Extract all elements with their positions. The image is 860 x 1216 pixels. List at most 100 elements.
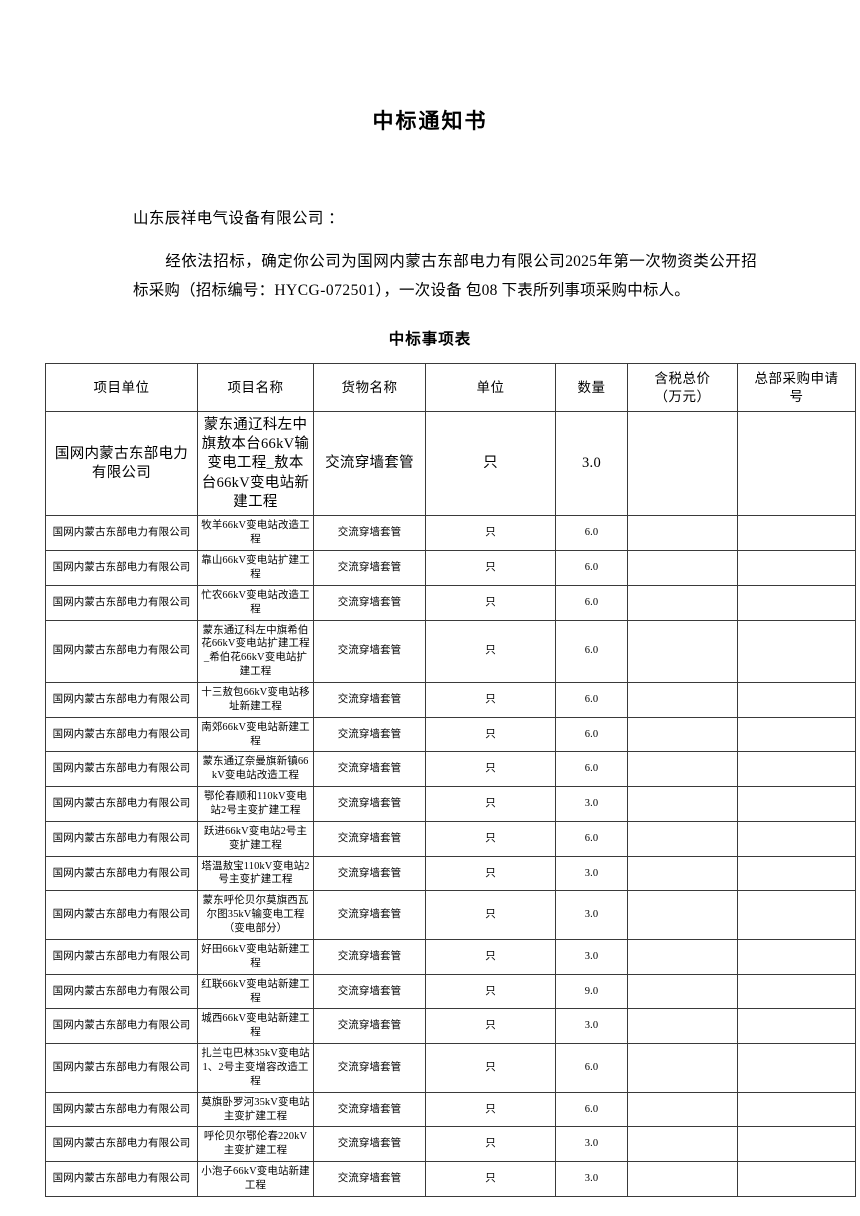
cell-project-name: 蒙东通辽奈曼旗新镇66kV变电站改造工程 [197, 751, 314, 788]
cell-measure-unit: 只 [425, 890, 556, 940]
apply-no-line2: 号 [789, 388, 804, 404]
table-row: 国网内蒙古东部电力有限公司 跃进66kV变电站2号主变扩建工程 交流穿墙套管只 6.0 [45, 820, 856, 857]
cell-apply-no [737, 411, 856, 517]
cell-apply-no [737, 820, 856, 857]
cell-quantity: 3.0 [555, 890, 628, 940]
table-row: 国网内蒙古东部电力有限公司 呼伦贝尔鄂伦春220kV主变扩建工程 交流穿墙套管只 3.… [45, 1126, 856, 1163]
cell-project-unit: 国网内蒙古东部电力有限公司 [45, 751, 198, 788]
table-row: 国网内蒙古东部电力有限公司 靠山66kV变电站扩建工程 交流穿墙套管只 6.0 [45, 550, 856, 586]
cell-quantity: 3.0 [555, 1161, 628, 1197]
cell-measure-unit: 只 [425, 973, 556, 1010]
cell-apply-no [737, 786, 856, 822]
paragraph-text-part1: 经依法招标，确定你公司为国网内蒙古东部电力有限公司2025年第一次物资类公开招标… [133, 253, 757, 299]
cell-quantity: 6.0 [555, 716, 628, 753]
table-row: 国网内蒙古东部电力有限公司 城西66kV变电站新建工程 交流穿墙套管只 3.0 [45, 1008, 856, 1045]
cell-measure-unit: 只 [425, 411, 556, 517]
cell-apply-no [737, 890, 856, 940]
cell-project-name: 呼伦贝尔鄂伦春220kV主变扩建工程 [197, 1126, 314, 1163]
cell-project-unit: 国网内蒙古东部电力有限公司 [45, 550, 198, 586]
cell-quantity: 6.0 [555, 682, 628, 718]
column-header-project-unit: 项目单位 [45, 363, 198, 413]
cell-project-name: 跃进66kV变电站2号主变扩建工程 [197, 820, 314, 857]
cell-measure-unit: 只 [425, 584, 556, 621]
cell-total-price [627, 820, 738, 857]
cell-goods-name: 交流穿墙套管 [313, 619, 426, 684]
cell-project-unit: 国网内蒙古东部电力有限公司 [45, 515, 198, 552]
body-paragraph: 经依法招标，确定你公司为国网内蒙古东部电力有限公司2025年第一次物资类公开招标… [45, 248, 815, 305]
cell-quantity: 3.0 [555, 1008, 628, 1045]
cell-measure-unit: 只 [425, 751, 556, 788]
cell-project-name: 红联66kV变电站新建工程 [197, 973, 314, 1010]
table-caption: 中标事项表 [388, 331, 472, 349]
cell-quantity: 6.0 [555, 584, 628, 621]
cell-project-unit: 国网内蒙古东部电力有限公司 [45, 890, 198, 940]
cell-project-unit: 国网内蒙古东部电力有限公司 [45, 855, 198, 892]
table-header: 项目单位 项目名称 货物名称 单位 数量 含税总价 （万元） 总部采购申请 号 [45, 363, 856, 413]
column-header-project-name: 项目名称 [197, 363, 314, 413]
cell-apply-no [737, 584, 856, 621]
cell-project-unit: 国网内蒙古东部电力有限公司 [45, 938, 198, 975]
cell-project-unit: 国网内蒙古东部电力有限公司 [45, 1043, 198, 1093]
cell-project-unit: 国网内蒙古东部电力有限公司 [45, 682, 198, 718]
cell-quantity: 6.0 [555, 1091, 628, 1128]
cell-total-price [627, 786, 738, 822]
tender-number: HYCG-072501 [274, 281, 376, 299]
cell-apply-no [737, 855, 856, 892]
cell-project-name: 莫旗卧罗河35kV变电站主变扩建工程 [197, 1091, 314, 1128]
cell-total-price [627, 584, 738, 621]
table-row: 国网内蒙古东部电力有限公司 忙农66kV变电站改造工程 交流穿墙套管只 6.0 [45, 584, 856, 621]
cell-goods-name: 交流穿墙套管 [313, 1043, 426, 1093]
cell-project-unit: 国网内蒙古东部电力有限公司 [45, 1161, 198, 1197]
cell-measure-unit: 只 [425, 786, 556, 822]
cell-total-price [627, 411, 738, 517]
cell-apply-no [737, 938, 856, 975]
cell-total-price [627, 619, 738, 684]
cell-quantity: 3.0 [555, 1126, 628, 1163]
cell-total-price [627, 550, 738, 586]
column-header-apply-no: 总部采购申请 号 [737, 363, 856, 413]
cell-total-price [627, 938, 738, 975]
cell-project-name: 牧羊66kV变电站改造工程 [197, 515, 314, 552]
cell-quantity: 6.0 [555, 619, 628, 684]
cell-quantity: 6.0 [555, 515, 628, 552]
cell-goods-name: 交流穿墙套管 [313, 584, 426, 621]
table-row: 国网内蒙古东部电力有限公司 红联66kV变电站新建工程 交流穿墙套管只 9.0 [45, 973, 856, 1010]
cell-total-price [627, 682, 738, 718]
cell-goods-name: 交流穿墙套管 [313, 411, 426, 517]
cell-quantity: 3.0 [555, 938, 628, 975]
cell-apply-no [737, 716, 856, 753]
cell-measure-unit: 只 [425, 1091, 556, 1128]
cell-project-unit: 国网内蒙古东部电力有限公司 [45, 411, 198, 517]
cell-goods-name: 交流穿墙套管 [313, 751, 426, 788]
cell-apply-no [737, 682, 856, 718]
cell-measure-unit: 只 [425, 682, 556, 718]
table-row: 国网内蒙古东部电力有限公司 十三敖包66kV变电站移址新建工程 交流穿墙套管只 6.0 [45, 682, 856, 718]
cell-goods-name: 交流穿墙套管 [313, 786, 426, 822]
cell-measure-unit: 只 [425, 1126, 556, 1163]
cell-total-price [627, 855, 738, 892]
cell-total-price [627, 515, 738, 552]
cell-total-price [627, 1043, 738, 1093]
cell-project-name: 小泡子66kV变电站新建工程 [197, 1161, 314, 1197]
table-row: 国网内蒙古东部电力有限公司 蒙东通辽科左中旗希伯花66kV变电站扩建工程_希伯花6… [45, 619, 856, 684]
cell-project-name: 蒙东通辽科左中旗希伯花66kV变电站扩建工程_希伯花66kV变电站扩建工程 [197, 619, 314, 684]
cell-apply-no [737, 1043, 856, 1093]
cell-total-price [627, 751, 738, 788]
cell-goods-name: 交流穿墙套管 [313, 890, 426, 940]
table-row: 国网内蒙古东部电力有限公司 莫旗卧罗河35kV变电站主变扩建工程 交流穿墙套管只 6.… [45, 1091, 856, 1128]
cell-measure-unit: 只 [425, 820, 556, 857]
cell-quantity: 3.0 [555, 855, 628, 892]
cell-apply-no [737, 515, 856, 552]
column-header-measure-unit: 单位 [425, 363, 556, 413]
cell-project-unit: 国网内蒙古东部电力有限公司 [45, 584, 198, 621]
cell-project-unit: 国网内蒙古东部电力有限公司 [45, 1126, 198, 1163]
cell-measure-unit: 只 [425, 1161, 556, 1197]
bid-items-table: 项目单位 项目名称 货物名称 单位 数量 含税总价 （万元） 总部采购申请 号 … [45, 363, 856, 1197]
cell-apply-no [737, 1161, 856, 1197]
cell-project-name: 忙农66kV变电站改造工程 [197, 584, 314, 621]
table-row: 国网内蒙古东部电力有限公司 牧羊66kV变电站改造工程 交流穿墙套管只 6.0 [45, 515, 856, 552]
cell-apply-no [737, 550, 856, 586]
column-header-goods-name: 货物名称 [313, 363, 426, 413]
addressee-line: 山东辰祥电气设备有限公司 ： [133, 210, 344, 228]
cell-apply-no [737, 1126, 856, 1163]
